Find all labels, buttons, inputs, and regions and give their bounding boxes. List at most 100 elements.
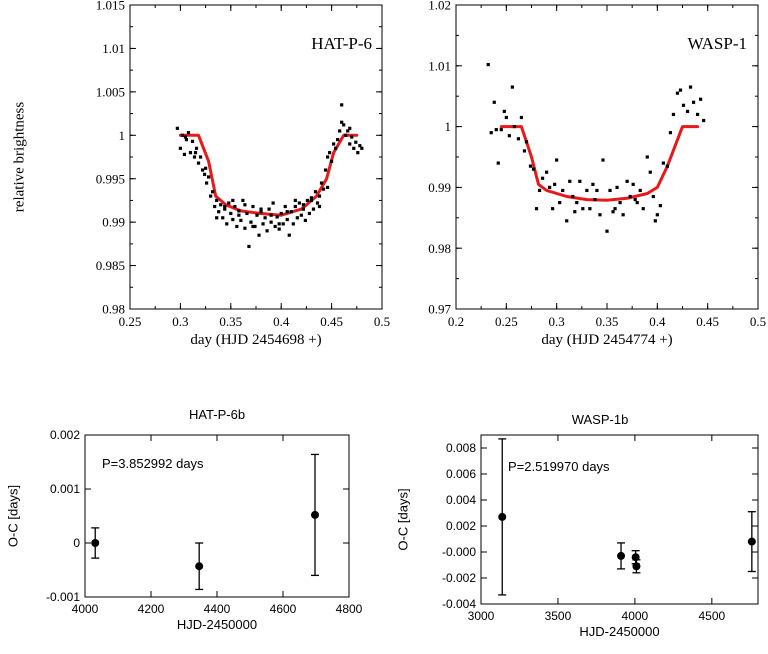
wasp1-data-point	[608, 188, 612, 193]
hatp6-data-point	[301, 207, 305, 211]
wasp1-data-point	[613, 207, 617, 211]
hatp6-data-point	[225, 222, 229, 226]
wasp1-data-point	[651, 194, 655, 199]
wasp1-data-point	[665, 164, 669, 168]
wasp1-x-tick-label: 0.35	[596, 314, 619, 329]
wasp1b-x-tick-label: 4500	[698, 609, 725, 623]
hatp6-data-point	[301, 203, 305, 207]
hatp6-data-point	[273, 224, 277, 229]
hatp6-data-point	[188, 151, 193, 155]
wasp1-data-point	[575, 201, 579, 205]
hatp6-data-point	[323, 168, 328, 172]
hatp6-data-point	[231, 217, 235, 222]
wasp1-chart: 0.2 0.25 0.3 0.35 0.4 0.45 0.5 0.97 0.98 0.99 1 1.0…	[428, 0, 766, 348]
wasp1-x-tick-label: 0.45	[696, 314, 719, 329]
hatp6-data-point	[279, 211, 283, 216]
hatp6-x-tick-label: 0.4	[273, 314, 290, 329]
hatp6-y-tick-label: 1.015	[96, 0, 125, 13]
wasp1-data-point	[561, 188, 565, 193]
hatp6-y-tick-label: 0.98	[102, 302, 125, 317]
hatp6-data-point	[227, 201, 231, 205]
wasp1-data-point	[573, 210, 577, 214]
wasp1-data-point	[618, 201, 622, 205]
wasp1-data-point	[534, 207, 539, 211]
wasp1b-plot-frame	[480, 434, 759, 605]
wasp1-data-point	[494, 128, 498, 132]
hatp6-data-point	[327, 151, 332, 155]
hatp6b-data-point	[195, 562, 204, 571]
hatp6-data-point	[317, 204, 322, 209]
hatp6-data-point	[219, 203, 223, 207]
hatp6-data-point	[285, 210, 289, 214]
hatp6-data-point	[207, 175, 211, 179]
hatp6-data-point	[354, 140, 358, 144]
wasp1b-y-tick-label: 0.004	[446, 493, 476, 507]
hatp6-data-point	[253, 224, 257, 229]
wasp1-data-point	[621, 213, 625, 217]
hatp6-data-point	[285, 217, 289, 222]
hatp6-data-point	[283, 204, 287, 209]
wasp1-data-point	[681, 103, 686, 107]
hatp6-data-point	[211, 190, 215, 194]
wasp1-data-point	[635, 201, 639, 205]
wasp1-model-curve	[499, 125, 700, 202]
wasp1-y-tick-label: 1.02	[428, 0, 451, 13]
hatp6-data-point	[340, 103, 344, 107]
wasp1-x-tick-label: 0.5	[750, 314, 766, 329]
hatp6-data-point	[325, 185, 330, 189]
hatp6-data-point	[325, 155, 330, 159]
hatp6-data-point	[289, 210, 293, 214]
hatp6-data-point	[319, 181, 324, 185]
wasp1b-x-tick-label: 3000	[468, 609, 495, 623]
hatp6-data-point	[259, 207, 263, 211]
wasp1b-y-tick-label: -0.000	[442, 545, 476, 559]
wasp1-data-point	[558, 201, 562, 205]
hatp6-x-axis-label: day (HJD 2454698 +)	[190, 332, 321, 348]
wasp1-data-point	[625, 179, 629, 183]
wasp1-data-point	[519, 115, 524, 120]
wasp1-data-point	[581, 207, 585, 211]
hatp6b-x-tick-label: 4800	[336, 602, 363, 616]
wasp1-x-axis-label: day (HJD 2454774 +)	[541, 332, 672, 348]
hatp6-x-tick-label: 0.25	[119, 314, 142, 329]
wasp1-data-point	[591, 182, 595, 186]
hatp6-title: HAT-P-6	[311, 34, 372, 53]
hatp6b-x-tick-label: 4000	[72, 602, 99, 616]
wasp1-data-point	[633, 197, 637, 202]
wasp1-data-point	[588, 207, 592, 211]
wasp1b-y-tick-label: 0.002	[446, 519, 476, 533]
wasp1b-chart: 3000 3500 4000 4500 -0.004 -0.002 -0.000 0.002 0…	[395, 412, 759, 639]
wasp1b-x-tick-label: 4000	[622, 609, 649, 623]
hatp6-model-curve	[178, 133, 359, 217]
hatp6-data-point	[261, 222, 265, 226]
wasp1-data-point	[499, 128, 503, 132]
hatp6-y-tick-label: 0.995	[96, 171, 125, 186]
wasp1b-y-axis-label: O-C [days]	[395, 488, 410, 550]
wasp1-title: WASP-1	[687, 34, 747, 53]
hatp6-data-point	[243, 226, 247, 230]
wasp1-data-point	[568, 179, 572, 183]
hatp6-data-point	[311, 207, 316, 211]
wasp1-data-point	[492, 100, 496, 104]
hatp6b-x-tick-label: 4200	[138, 602, 165, 616]
hatp6-data-point	[235, 224, 239, 229]
hatp6-chart: 0.25 0.3 0.35 0.4 0.45 0.5 0.98 0.985 0.99 0.995 1…	[11, 0, 390, 348]
wasp1-data-point	[555, 158, 559, 162]
wasp1-data-point	[696, 112, 700, 117]
hatp6-data-point	[342, 123, 346, 127]
hatp6-data-point	[231, 198, 235, 203]
hatp6-data-point	[204, 166, 208, 170]
wasp1b-data-point	[498, 512, 507, 521]
hatp6-x-tick-label: 0.45	[320, 314, 343, 329]
wasp1-data-point	[507, 134, 511, 138]
wasp1-data-point	[605, 229, 609, 233]
hatp6-data-point	[305, 198, 310, 203]
wasp1-data-point	[675, 91, 680, 95]
hatp6-x-tick-label: 0.35	[219, 314, 242, 329]
hatp6-data-point	[205, 181, 209, 185]
hatp6-data-point	[247, 244, 251, 249]
hatp6-data-point	[182, 152, 187, 156]
hatp6b-x-tick-label: 4400	[204, 602, 231, 616]
hatp6-data-point	[249, 220, 253, 224]
hatp6-data-point	[295, 216, 299, 220]
